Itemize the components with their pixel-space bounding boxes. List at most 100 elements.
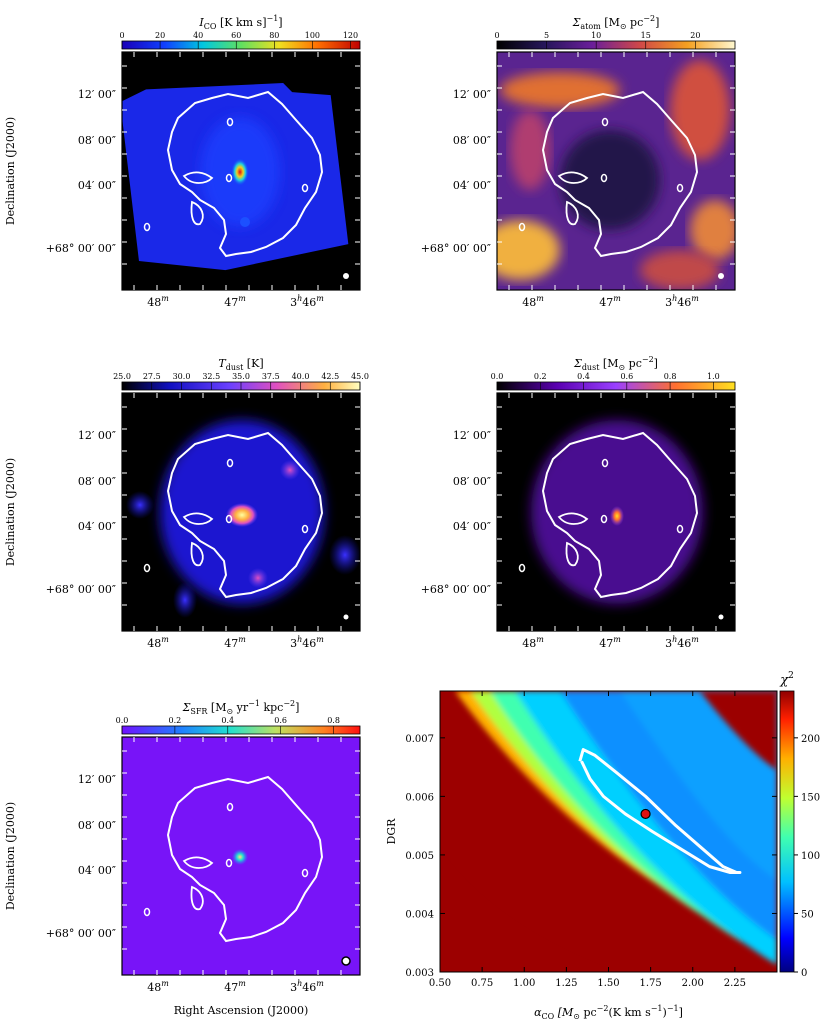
ico-colorbar-tick-label: 60 — [231, 31, 241, 40]
ico-map-frame — [121, 51, 361, 291]
ico-colorbar-tick-label: 80 — [269, 31, 279, 40]
sfr-map-frame — [121, 736, 361, 976]
chi2-y-tick-label: 0.004 — [405, 909, 434, 920]
tdust-colorbar-tick-label: 37.5 — [262, 372, 280, 381]
tdust-colorbar-tick-label: 40.0 — [292, 372, 310, 381]
tdust-dec-tick-label: +68° 00′ 00″ — [46, 583, 116, 596]
sfr-ra-tick-label: 48m — [147, 979, 169, 994]
atom-colorbar — [496, 40, 736, 50]
sfr-contour-hole — [182, 856, 214, 869]
panel-tdust — [122, 393, 360, 631]
tdust-ra-tick-label: 47m — [224, 635, 246, 650]
tdust-contour-island — [226, 458, 234, 468]
tdust-colorbar-tick-label: 25.0 — [113, 372, 131, 381]
sfr-beam-marker — [341, 956, 351, 966]
atom-map-image — [497, 52, 735, 290]
sdust-colorbar — [496, 381, 736, 391]
atom-dec-tick-label: 08′ 00″ — [453, 134, 491, 147]
tdust-dec-tick-label: 12′ 00″ — [78, 429, 116, 442]
sdust-colorbar-tick-label: 1.0 — [707, 372, 720, 381]
chi2-x-axis-title: αCO [M⊙ pc−2(K km s−1)−1] — [534, 1004, 683, 1021]
sfr-colorbar — [121, 725, 361, 735]
atom-colorbar-tick-label: 15 — [641, 31, 651, 40]
panel-ico — [122, 52, 360, 290]
chi2-colorbar-tick-label: 150 — [801, 792, 820, 803]
ico-contour-island — [225, 173, 233, 183]
ico-ra-tick-label: 47m — [224, 294, 246, 309]
sfr-dec-tick-label: 04′ 00″ — [78, 864, 116, 877]
atom-dec-tick-label: 12′ 00″ — [453, 88, 491, 101]
ico-colorbar — [121, 40, 361, 50]
chi2-colorbar-title: χ2 — [779, 671, 794, 688]
sdust-colorbar-tick-label: 0.4 — [577, 372, 590, 381]
sdust-colorbar-tick-label: 0.0 — [491, 372, 504, 381]
sfr-ra-tick-label: 47m — [224, 979, 246, 994]
tdust-map-image — [126, 420, 360, 618]
sdust-dec-tick-label: 08′ 00″ — [453, 475, 491, 488]
atom-ra-tick-label: 47m — [599, 294, 621, 309]
atom-contour-island — [518, 222, 526, 232]
atom-contour-hole — [565, 200, 579, 226]
tdust-contour-hole — [190, 541, 204, 567]
chi2-colorbar-ticks: 0 50 100 150 200 χ2 — [779, 671, 820, 979]
ico-colorbar-tick-label: 100 — [305, 31, 320, 40]
panel-sfr — [122, 737, 360, 975]
tdust-colorbar-tick-label: 32.5 — [202, 372, 220, 381]
sfr-map-image — [232, 849, 248, 865]
sdust-ra-tick-label: 3h46m — [665, 635, 699, 650]
sfr-contour-island — [226, 802, 234, 812]
chi2-colorbar-tick-label: 100 — [801, 851, 820, 862]
chi2-best-fit-point — [640, 808, 651, 820]
tdust-dec-axis-title: Declination (J2000) — [4, 458, 17, 566]
sfr-dec-tick-label: 12′ 00″ — [78, 773, 116, 786]
atom-map-frame — [496, 51, 736, 291]
chi2-x-tick-label: 1.50 — [597, 978, 619, 989]
tdust-colorbar-tick-label: 30.0 — [173, 372, 191, 381]
panel-sdust — [497, 393, 735, 631]
chi2-y-tick-label: 0.003 — [405, 968, 434, 979]
ico-contour-hole — [190, 200, 204, 226]
chi2-colorbar-tick-label: 200 — [801, 734, 820, 745]
panel-atom — [497, 52, 735, 290]
tdust-ra-tick-label: 48m — [147, 635, 169, 650]
sdust-map-image — [531, 420, 703, 604]
panel-chi2: 0.50 0.75 1.00 1.25 1.50 1.75 2.00 2.25 0.003 0.0… — [385, 671, 820, 1021]
ico-dec-tick-label: +68° 00′ 00″ — [46, 242, 116, 255]
chi2-x-tick-label: 1.25 — [555, 978, 577, 989]
atom-colorbar-tick-label: 0 — [494, 31, 499, 40]
ico-colorbar-tick-label: 40 — [193, 31, 203, 40]
sdust-contour-island — [600, 514, 608, 524]
tdust-colorbar-tick-label: 27.5 — [143, 372, 161, 381]
atom-contour-island — [601, 117, 609, 127]
ico-map-image — [122, 83, 349, 271]
sdust-colorbar-tick-label: 0.6 — [620, 372, 633, 381]
atom-colorbar-title: Σatom [M⊙ pc−2] — [572, 14, 660, 31]
ra-axis-title: Right Ascension (J2000) — [174, 1004, 309, 1017]
chi2-colorbar-tick-label: 50 — [801, 909, 814, 920]
map-labels: 0 20 40 60 80 100 120 ICO [K km s]−1] 12′ 00″ 08′… — [4, 14, 720, 1017]
tdust-contour-hole — [182, 512, 214, 525]
atom-dec-tick-label: 04′ 00″ — [453, 179, 491, 192]
chi2-y-tick-label: 0.005 — [405, 851, 434, 862]
ico-dec-axis-title: Declination (J2000) — [4, 117, 17, 225]
chi2-x-tick-label: 1.00 — [513, 978, 535, 989]
chi2-x-tick-label: 0.75 — [471, 978, 493, 989]
sdust-map-frame — [496, 392, 736, 632]
sdust-dec-tick-label: +68° 00′ 00″ — [421, 583, 491, 596]
sfr-dec-tick-label: +68° 00′ 00″ — [46, 927, 116, 940]
tdust-colorbar-tick-label: 45.0 — [351, 372, 369, 381]
tdust-contour-island — [225, 514, 233, 524]
tdust-contour-island — [301, 524, 309, 534]
ico-colorbar-tick-label: 20 — [155, 31, 165, 40]
ico-contour-island — [301, 183, 309, 193]
chi2-axes: 0.50 0.75 1.00 1.25 1.50 1.75 2.00 2.25 0.003 0.0… — [385, 691, 777, 1021]
sfr-contour-hole — [190, 885, 204, 911]
tdust-beam-marker — [343, 614, 349, 620]
atom-beam-marker — [718, 273, 724, 279]
sdust-colorbar-tick-label: 0.2 — [534, 372, 547, 381]
ico-colorbar-tick-label: 120 — [343, 31, 358, 40]
ico-colorbar-title: ICO [K km s]−1] — [198, 14, 282, 31]
sfr-colorbar-tick-label: 0.4 — [221, 716, 234, 725]
ico-contour-hole — [182, 171, 214, 184]
sdust-dec-tick-label: 12′ 00″ — [453, 429, 491, 442]
